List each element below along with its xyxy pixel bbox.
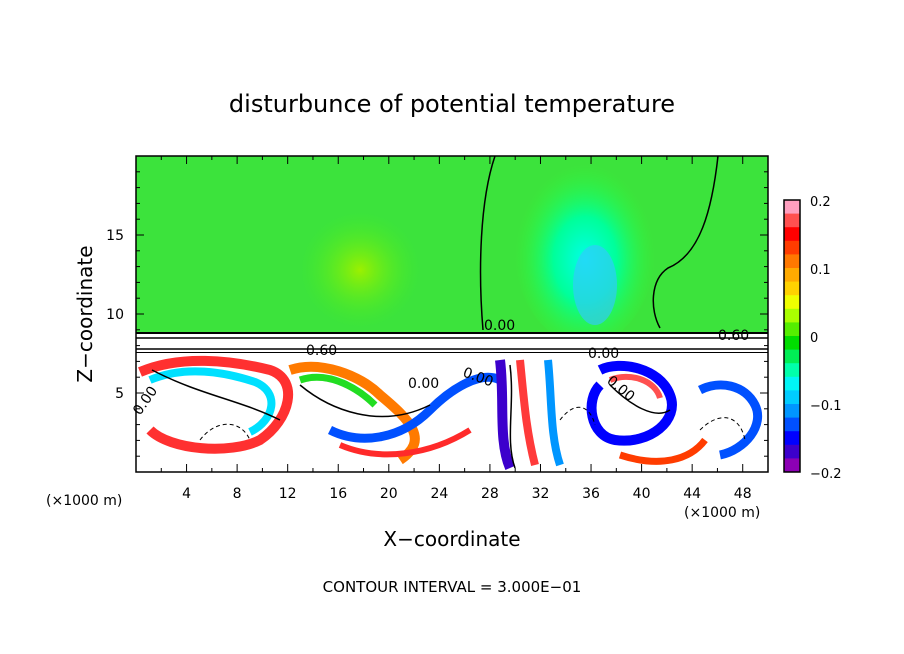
colorbar-swatch [784,213,800,228]
contour-label: 0.60 [306,343,337,359]
x-tick-label: 12 [279,486,297,502]
x-tick-label: 16 [329,486,347,502]
colorbar-swatch [784,458,800,473]
x-tick-label: 4 [182,486,191,502]
contour-label: 0.00 [588,346,619,362]
cool-core [573,245,617,325]
colorbar-swatch [784,444,800,459]
y-tick-label: 10 [106,307,124,323]
colorbar-label: 0.1 [810,263,831,278]
colorbar-swatch [784,363,800,378]
colorbar-frame [783,199,801,473]
upper-contour [479,156,719,331]
colorbar-swatch [784,431,800,446]
x-tick-label: 36 [582,486,600,502]
upper-field [136,156,768,332]
colorbar-label: 0 [810,331,818,346]
colorbar-swatch [784,254,800,269]
x-axis-label: X−coordinate [383,527,520,551]
colorbar-swatch [784,336,800,351]
colorbar-labels: 0.2 0.1 0 −0.1 −0.2 [810,195,842,482]
colorbar-swatch [784,390,800,405]
colorbar [784,200,800,473]
y-axis: 5 10 15 [106,155,768,473]
y-tick-label: 5 [115,386,124,402]
y-tick-label: 15 [106,228,124,244]
contour-label: 0.00 [408,376,439,392]
x-tick-label: 24 [430,486,448,502]
contour-interval-text: CONTOUR INTERVAL = 3.000E−01 [323,578,582,596]
colorbar-swatch [784,308,800,323]
x-unit-right: (×1000 m) [684,505,760,521]
contour-label: 0.60 [718,328,749,344]
colorbar-swatch [784,376,800,391]
colorbar-swatch [784,200,800,215]
chart-title: disturbunce of potential temperature [229,90,675,118]
field-image [136,156,768,472]
y-axis-label: Z−coordinate [73,245,97,382]
colorbar-swatch [784,404,800,419]
x-tick-label: 44 [683,486,701,502]
x-tick-label: 40 [633,486,651,502]
colorbar-swatch [784,227,800,242]
x-tick-label: 20 [380,486,398,502]
colorbar-swatch [784,240,800,255]
colorbar-swatch [784,281,800,296]
colorbar-swatch [784,295,800,310]
colorbar-swatch [784,349,800,364]
x-tick-label: 32 [532,486,550,502]
stable-layer [136,332,768,352]
contour-label: 0.00 [484,318,515,334]
colorbar-label: −0.1 [810,399,842,414]
warm-region [300,212,420,328]
colorbar-label: 0.2 [810,195,831,210]
x-axis: 4 8 12 16 20 24 28 32 36 40 44 48 [135,156,769,502]
colorbar-swatch [784,322,800,337]
x-tick-label: 48 [734,486,752,502]
x-tick-label: 28 [481,486,499,502]
x-tick-label: 8 [233,486,242,502]
x-unit-left: (×1000 m) [46,493,122,509]
colorbar-swatch [784,268,800,283]
colorbar-label: −0.2 [810,467,842,482]
colorbar-swatch [784,417,800,432]
